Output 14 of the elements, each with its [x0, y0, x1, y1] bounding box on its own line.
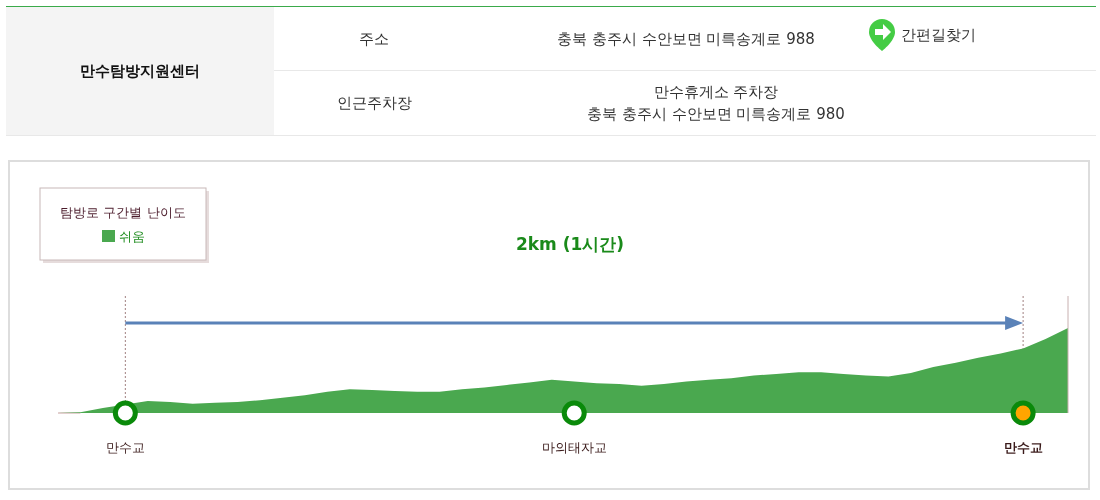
- x-tick-label: 만수교: [105, 440, 145, 455]
- text: 간편길찾기: [900, 25, 976, 46]
- legend-title: 탐방로 구간별 난이도: [60, 205, 186, 220]
- x-tick-label: 마의태자교: [541, 440, 607, 455]
- text: 만수휴게소 주차장: [653, 83, 779, 101]
- text: 주소: [358, 28, 390, 50]
- legend: 탐방로 구간별 난이도 쉬움: [39, 187, 209, 263]
- text: 2km (1시간): [515, 234, 625, 254]
- text: 충북 충주시 수안보면 미륵송계로 988: [556, 28, 816, 50]
- legend-label: 쉬움: [119, 229, 145, 244]
- text: 인근주차장: [335, 93, 413, 114]
- x-tick-label: 만수교: [1003, 440, 1043, 455]
- text: 만수탐방지원센터: [6, 7, 274, 135]
- text: 충북 충주시 수안보면 미륵송계로 980: [587, 105, 845, 123]
